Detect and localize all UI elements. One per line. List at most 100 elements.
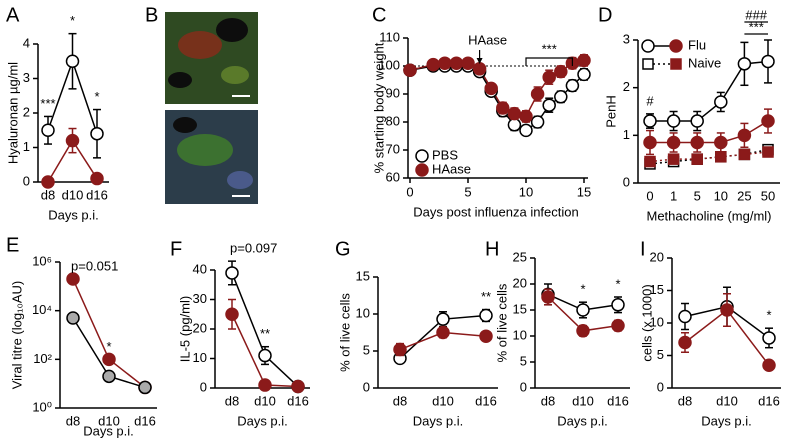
x-tick-label: d10 <box>62 187 84 202</box>
panel-letter: E <box>6 234 19 256</box>
x-tick-label: d8 <box>393 393 407 408</box>
x-tick-label: 25 <box>737 188 751 203</box>
data-point <box>138 380 152 395</box>
significance: * <box>70 13 75 28</box>
data-point <box>761 114 775 128</box>
y-tick-label: 0 <box>200 379 207 394</box>
legend-marker <box>642 58 654 70</box>
bracket-label: ### <box>745 7 767 22</box>
data-point <box>554 64 568 79</box>
x-axis-label: Days p.i. <box>701 413 752 428</box>
x-axis-label: Days p.i. <box>237 413 288 428</box>
panel-letter: A <box>6 4 20 26</box>
data-point <box>102 352 116 367</box>
x-axis-label: Days post influenza infection <box>413 204 578 219</box>
x-tick-label: d16 <box>475 393 497 408</box>
x-axis-label: Days p.i. <box>48 207 99 222</box>
airway <box>168 72 192 88</box>
x-tick-label: d8 <box>66 413 80 428</box>
data-point <box>41 123 55 137</box>
data-point <box>436 312 450 326</box>
y-tick-label: 5 <box>363 342 370 357</box>
y-axis-label: % of live cells <box>337 293 352 372</box>
x-tick-label: 10 <box>714 188 728 203</box>
data-point <box>438 56 452 70</box>
data-point <box>507 106 522 121</box>
legend-marker <box>669 39 683 53</box>
y-tick-label: 20 <box>513 275 527 290</box>
x-tick-label: d16 <box>134 413 156 428</box>
data-point <box>714 95 728 109</box>
y-tick-label: 10 <box>650 314 664 329</box>
annotation: HAase <box>468 32 507 47</box>
y-tick-label: 10² <box>33 351 52 366</box>
data-point <box>519 123 533 138</box>
data-point <box>643 114 657 128</box>
data-point <box>507 118 522 132</box>
airway <box>173 117 197 133</box>
y-tick-label: 5 <box>657 347 664 362</box>
significance: ** <box>481 289 491 304</box>
x-tick-label: d10 <box>716 393 738 408</box>
data-point <box>542 98 556 112</box>
data-point <box>762 358 776 372</box>
significance: * <box>615 276 620 291</box>
x-tick-label: d10 <box>254 393 276 408</box>
y-tick-label: 2 <box>23 104 30 119</box>
y-tick-label: 5 <box>520 353 527 368</box>
data-point <box>762 331 776 345</box>
y-tick-label: 4 <box>23 35 30 50</box>
airway <box>216 18 248 42</box>
y-tick-label: 80 <box>386 113 400 128</box>
series-line <box>649 148 769 165</box>
data-point <box>90 171 104 186</box>
data-point <box>678 335 692 350</box>
y-tick-label: 25 <box>513 249 527 264</box>
y-tick-label: 10 <box>193 350 207 365</box>
y-tick-label: 1 <box>623 127 630 142</box>
y-tick-label: 30 <box>193 291 207 306</box>
data-point <box>577 67 591 82</box>
data-point <box>472 62 487 76</box>
data-point <box>541 290 555 304</box>
significance: * <box>106 339 111 354</box>
x-tick-label: d10 <box>572 393 594 408</box>
panel-letter: H <box>485 238 499 260</box>
data-point <box>65 54 80 68</box>
y-tick-label: 10 <box>356 305 370 320</box>
data-point <box>496 101 510 115</box>
y-tick-label: 60 <box>386 169 400 184</box>
bracket-label: *** <box>542 41 557 56</box>
significance: # <box>646 93 654 108</box>
bracket-label: *** <box>749 19 764 34</box>
x-tick-label: d16 <box>758 393 780 408</box>
data-point <box>542 70 556 84</box>
data-point <box>720 303 734 317</box>
y-axis-label: Viral titre (log₁₀AU) <box>9 281 24 390</box>
y-tick-label: 15 <box>513 301 527 316</box>
y-tick-label: 15 <box>650 282 664 297</box>
data-point <box>666 135 681 150</box>
y-tick-label: 2 <box>623 79 630 94</box>
x-tick-label: d10 <box>98 413 120 428</box>
data-point <box>737 128 752 143</box>
legend-label: PBS <box>432 147 458 162</box>
y-tick-label: 0 <box>520 379 527 394</box>
y-tick-label: 10⁶ <box>32 253 52 268</box>
data-point <box>644 155 656 168</box>
data-point <box>691 153 703 165</box>
data-point <box>66 272 80 286</box>
x-axis-label: Methacholine (mg/ml) <box>647 208 772 223</box>
x-tick-label: d16 <box>287 393 309 408</box>
data-point <box>761 54 775 69</box>
data-point <box>690 135 704 150</box>
significance: * <box>580 282 585 297</box>
data-point <box>479 329 493 343</box>
data-point <box>461 56 475 70</box>
significance: * <box>94 89 99 104</box>
tissue <box>178 31 222 59</box>
data-point <box>530 115 545 129</box>
data-point <box>690 114 704 128</box>
data-point <box>530 87 545 101</box>
